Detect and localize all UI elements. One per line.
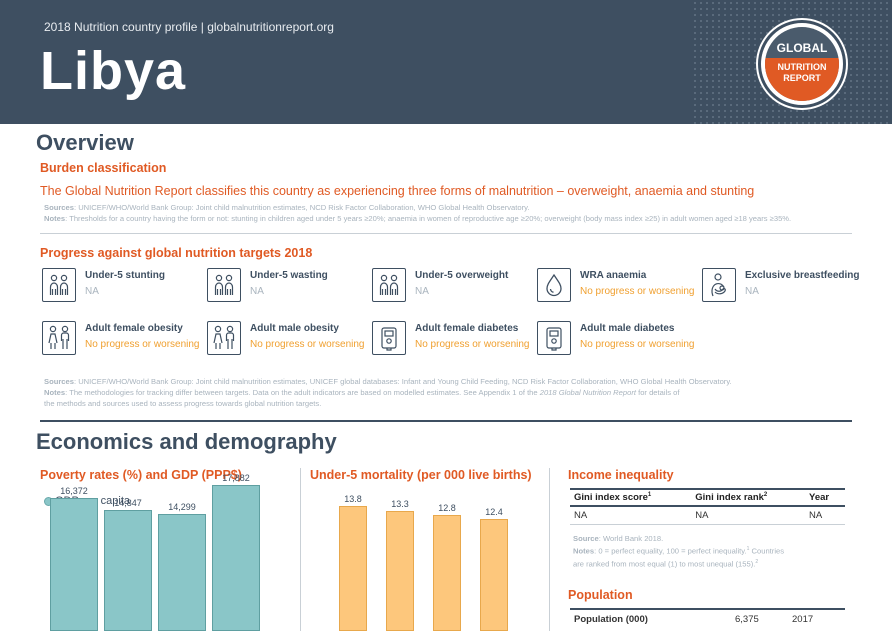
gini-table: Gini index score1 Gini index rank2 Year … — [570, 487, 845, 526]
gnr-logo: GLOBAL NUTRITION REPORT — [758, 20, 846, 108]
population-value: 6,375 — [735, 614, 759, 625]
gdp-bar — [50, 497, 98, 631]
country-title: Libya — [40, 41, 187, 101]
column-divider — [300, 468, 301, 631]
gini-header-year: Year — [805, 487, 845, 508]
target-item: WRA anaemia No progress or worsening — [537, 268, 697, 308]
target-name: Exclusive breastfeeding — [745, 270, 860, 281]
target-status: NA — [250, 286, 264, 297]
mortality-bar-label: 12.8 — [438, 503, 456, 514]
target-item: Under-5 overweight NA — [372, 268, 532, 308]
economics-title: Economics and demography — [36, 429, 337, 454]
target-item: Adult female diabetes No progress or wors… — [372, 321, 532, 361]
target-item: Under-5 stunting NA — [42, 268, 202, 308]
target-status: NA — [745, 286, 759, 297]
population-row: Population (000) 6,375 2017 — [570, 608, 845, 628]
mortality-bar-label: 13.3 — [391, 498, 409, 509]
gini-notes: Source: World Bank 2018. Notes: 0 = perf… — [573, 534, 785, 569]
target-item: Exclusive breastfeeding NA — [702, 268, 862, 308]
gini-year: NA — [805, 506, 845, 526]
mortality-bar — [480, 518, 508, 631]
glucose-meter-icon — [372, 321, 406, 355]
glucose-meter-icon — [537, 321, 571, 355]
gini-header-rank: Gini index rank2 — [691, 487, 806, 508]
mortality-bar-label: 12.4 — [485, 506, 503, 517]
target-item: Adult male diabetes No progress or worsen… — [537, 321, 697, 361]
logo-top-text: GLOBAL — [776, 41, 828, 55]
target-status: No progress or worsening — [85, 339, 200, 350]
target-status: NA — [85, 286, 99, 297]
gdp-bar — [212, 485, 260, 631]
progress-heading: Progress against global nutrition target… — [40, 246, 313, 260]
target-status: No progress or worsening — [250, 339, 365, 350]
children-icon — [207, 268, 241, 302]
children-icon — [372, 268, 406, 302]
population-year: 2017 — [792, 614, 814, 625]
gdp-bar — [158, 514, 206, 631]
header-banner: 2018 Nutrition country profile | globaln… — [0, 0, 892, 124]
population-label: Population (000) — [574, 614, 648, 625]
blood-drop-icon — [537, 268, 571, 302]
target-status: No progress or worsening — [415, 339, 530, 350]
gini-score: NA — [570, 506, 692, 526]
mortality-bar — [386, 510, 414, 631]
gini-rank: NA — [691, 506, 806, 526]
section-rule — [40, 420, 852, 422]
target-name: Under-5 overweight — [415, 270, 509, 281]
mortality-bar — [339, 506, 367, 631]
target-status: No progress or worsening — [580, 339, 695, 350]
header-subtitle: 2018 Nutrition country profile | globaln… — [44, 20, 334, 34]
burden-notes: Sources: UNICEF/WHO/World Bank Group: Jo… — [44, 203, 792, 223]
mortality-heading: Under-5 mortality (per 000 live births) — [310, 468, 532, 482]
target-item: Adult female obesity No progress or worse… — [42, 321, 202, 361]
target-status: No progress or worsening — [580, 286, 695, 297]
gdp-bar-label: 14,299 — [168, 502, 196, 513]
gdp-bar-label: 16,372 — [60, 485, 88, 496]
mortality-bar-label: 13.8 — [344, 494, 362, 505]
table-row: NA NA NA — [570, 506, 845, 526]
gdp-bar-label: 14,847 — [114, 497, 142, 508]
gini-header-score: Gini index score1 — [570, 487, 692, 508]
burden-heading: Burden classification — [40, 161, 167, 175]
breastfeeding-icon — [702, 268, 736, 302]
burden-text: The Global Nutrition Report classifies t… — [40, 184, 755, 198]
adults-icon — [42, 321, 76, 355]
population-heading: Population — [568, 588, 633, 602]
gdp-bar — [104, 509, 152, 631]
logo-bottom-text: NUTRITION REPORT — [777, 62, 827, 83]
children-icon — [42, 268, 76, 302]
column-divider — [549, 468, 550, 631]
target-name: Under-5 stunting — [85, 270, 165, 281]
adults-icon — [207, 321, 241, 355]
target-name: Adult male obesity — [250, 323, 339, 334]
divider — [40, 233, 852, 234]
target-item: Adult male obesity No progress or worseni… — [207, 321, 367, 361]
gdp-bar-label: 17,882 — [222, 473, 250, 484]
target-name: Adult female obesity — [85, 323, 183, 334]
target-name: Adult female diabetes — [415, 323, 519, 334]
target-item: Under-5 wasting NA — [207, 268, 367, 308]
poverty-heading: Poverty rates (%) and GDP (PPP$) — [40, 468, 242, 482]
mortality-bar — [433, 515, 461, 631]
target-status: NA — [415, 286, 429, 297]
progress-notes: Sources: UNICEF/WHO/World Bank Group: Jo… — [44, 377, 732, 408]
overview-title: Overview — [36, 130, 134, 155]
target-name: Adult male diabetes — [580, 323, 675, 334]
target-name: WRA anaemia — [580, 270, 647, 281]
target-name: Under-5 wasting — [250, 270, 328, 281]
inequality-heading: Income inequality — [568, 468, 674, 482]
